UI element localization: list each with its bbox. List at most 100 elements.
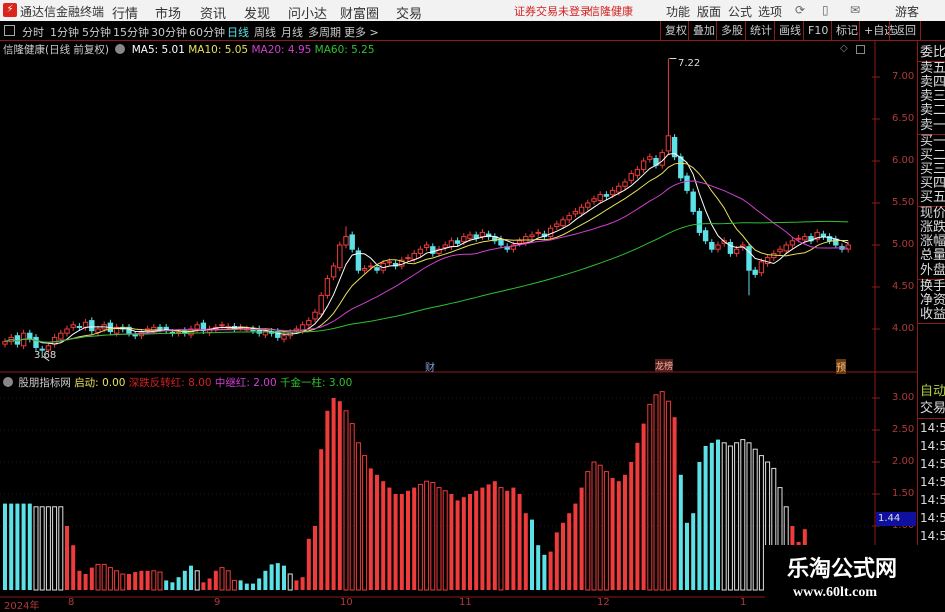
add-watchlist-button[interactable]: +自选 xyxy=(859,21,899,40)
candle-body xyxy=(14,335,21,345)
window-toggle-icon[interactable] xyxy=(856,45,865,54)
indicator-bar xyxy=(542,554,547,590)
period-15min[interactable]: 15分钟 xyxy=(113,26,149,39)
menu-caifuquan[interactable]: 财富圈 xyxy=(340,7,380,22)
period-60min[interactable]: 60分钟 xyxy=(189,26,225,39)
diamond-icon[interactable]: ◇ xyxy=(840,43,848,54)
legend-toggle-icon[interactable] xyxy=(115,44,126,54)
f10-button[interactable]: F10 xyxy=(803,21,832,40)
date-tick: 10 xyxy=(340,597,353,608)
price-tick: 6.00 xyxy=(892,155,915,166)
menu-faxian[interactable]: 发现 xyxy=(244,7,271,22)
candle-body xyxy=(554,223,560,228)
ma60-line xyxy=(4,220,849,343)
fuquan-button[interactable]: 复权 xyxy=(660,21,691,40)
candle-body xyxy=(448,240,455,248)
menu-xuanxiang[interactable]: 选项 xyxy=(758,5,783,19)
candle-body xyxy=(76,325,83,328)
statistics-button[interactable]: 统计 xyxy=(745,21,776,40)
divider xyxy=(918,61,945,63)
indicator-bar xyxy=(101,563,107,591)
indicator-bar xyxy=(492,481,497,590)
candle-body xyxy=(516,240,523,244)
divider xyxy=(918,418,945,419)
longhu-marker[interactable]: 龙榜 xyxy=(655,359,674,372)
cursor-value-box: 1.44 xyxy=(876,512,916,526)
menu-gongshi[interactable]: 公式 xyxy=(728,5,753,19)
back-button[interactable]: 返回 xyxy=(889,21,921,40)
menu-hangqing[interactable]: 行情 xyxy=(112,7,139,22)
candle-body xyxy=(665,135,672,152)
quote-label: 买四 xyxy=(920,175,945,191)
candle-body xyxy=(802,236,808,241)
indicator-bar xyxy=(672,417,677,590)
indicator-legend: 股朋指标网 启动: 0.00 深跌反转红: 8.00 中继红: 2.00 千金一… xyxy=(3,375,352,390)
auto-label[interactable]: 自动 xyxy=(920,384,945,399)
menu-zixun[interactable]: 资讯 xyxy=(200,7,227,22)
indicator-bar xyxy=(752,448,758,591)
indicator-bar xyxy=(517,494,522,590)
indicator-bar xyxy=(567,513,572,590)
candle-body xyxy=(746,246,752,271)
indicator-bar xyxy=(629,462,634,590)
date-tick: 8 xyxy=(68,597,75,608)
indicator-bar xyxy=(325,410,330,590)
candle-body xyxy=(200,322,207,332)
indicator-bar xyxy=(591,461,597,591)
indicator-bar xyxy=(189,565,193,590)
legend-toggle-icon[interactable] xyxy=(3,377,13,387)
indicator-bar xyxy=(579,487,584,590)
current-stock-name: 信隆健康 xyxy=(589,5,633,18)
user-guest[interactable]: 游客 xyxy=(895,5,920,19)
indicator-bar xyxy=(659,391,665,591)
draw-line-button[interactable]: 画线 xyxy=(774,21,805,40)
candle-body xyxy=(758,261,765,274)
watermark-title: 乐淘公式网 xyxy=(787,556,898,582)
indicator-tick: 1.50 xyxy=(892,488,915,499)
refresh-icon[interactable]: ⟳ xyxy=(795,3,806,17)
period-daily[interactable]: 日线 xyxy=(227,26,249,39)
period-5min[interactable]: 5分钟 xyxy=(82,26,111,39)
period-weekly[interactable]: 周线 xyxy=(254,26,276,39)
quote-label: 现价 xyxy=(920,206,945,222)
period-fenshi[interactable]: 分时 xyxy=(22,26,44,39)
menu-wenxiaoda[interactable]: 问小达 xyxy=(288,7,328,22)
indicator-bar xyxy=(455,500,460,590)
candle-body xyxy=(826,236,833,242)
menu-jiaoyi[interactable]: 交易 xyxy=(396,7,423,22)
period-multi[interactable]: 多周期 xyxy=(308,26,341,39)
period-more[interactable]: 更多 > xyxy=(344,26,379,39)
candle-body xyxy=(820,233,827,238)
date-tick: 1 xyxy=(740,597,747,608)
candle-body xyxy=(733,248,740,254)
period-1min[interactable]: 1分钟 xyxy=(50,26,79,39)
indicator-bar xyxy=(349,423,355,591)
multi-stock-button[interactable]: 多股 xyxy=(716,21,747,40)
candle-body xyxy=(436,248,442,254)
candle-body xyxy=(417,248,424,254)
period-30min[interactable]: 30分钟 xyxy=(151,26,187,39)
candle-body xyxy=(709,241,715,250)
period-monthly[interactable]: 月线 xyxy=(281,26,303,39)
trade-login-status[interactable]: 证券交易未登录 xyxy=(514,5,591,18)
finance-marker[interactable]: 财 xyxy=(425,363,435,374)
candle-body xyxy=(405,257,411,260)
menu-gongneng[interactable]: 功能 xyxy=(666,5,691,19)
overlay-button[interactable]: 叠加 xyxy=(688,21,719,40)
indicator-bar xyxy=(523,513,528,590)
menu-banmian[interactable]: 版面 xyxy=(697,5,722,19)
candle-body xyxy=(467,234,473,239)
phone-icon[interactable]: ▯ xyxy=(822,3,829,17)
candle-body xyxy=(752,269,758,275)
menu-shichang[interactable]: 市场 xyxy=(155,7,182,22)
panel-toggle-icon[interactable] xyxy=(4,25,15,36)
message-icon[interactable]: ✉ xyxy=(850,3,861,17)
indicator-bar xyxy=(480,487,485,590)
indicator-bar xyxy=(734,442,740,591)
forecast-marker[interactable]: 预 xyxy=(836,359,846,374)
mark-button[interactable]: 标记 xyxy=(831,21,862,40)
candle-body xyxy=(157,326,163,330)
candle-body xyxy=(795,237,802,240)
indicator-bar xyxy=(231,579,237,591)
